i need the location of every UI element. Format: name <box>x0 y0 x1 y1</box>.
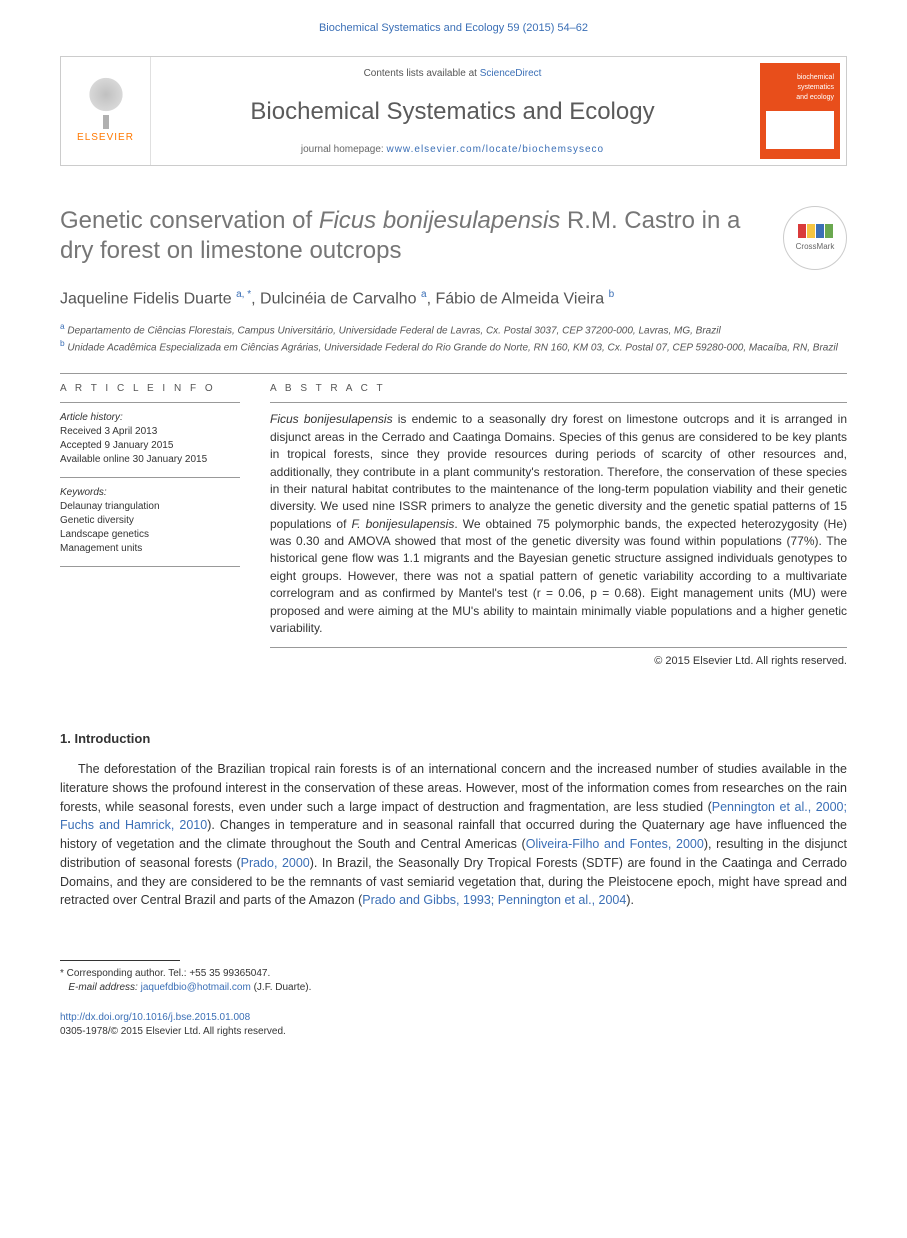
keyword-2: Genetic diversity <box>60 514 240 528</box>
issn-line: 0305-1978/© 2015 Elsevier Ltd. All right… <box>60 1025 847 1039</box>
email-line: E-mail address: jaquefdbio@hotmail.com (… <box>60 981 847 995</box>
aff-b-text: Unidade Acadêmica Especializada em Ciênc… <box>65 342 838 353</box>
homepage-line: journal homepage: www.elsevier.com/locat… <box>161 143 744 157</box>
history-block: Article history: Received 3 April 2013 A… <box>60 411 240 478</box>
title-row: Genetic conservation of Ficus bonijesula… <box>60 206 847 270</box>
author-1[interactable]: Jaqueline Fidelis Duarte <box>60 290 232 307</box>
affiliation-a: a Departamento de Ciências Florestais, C… <box>60 321 847 338</box>
email-label: E-mail address: <box>68 982 137 993</box>
journal-banner: ELSEVIER Contents lists available at Sci… <box>60 56 847 166</box>
elsevier-tree-icon <box>81 77 131 127</box>
keywords-head: Keywords: <box>60 486 240 500</box>
journal-cover-thumbnail: biochemical systematics and ecology <box>760 63 840 159</box>
received-date: Received 3 April 2013 <box>60 425 240 439</box>
author-3-aff: b <box>609 289 615 300</box>
ref-2[interactable]: Oliveira-Filho and Fontes, 2000 <box>526 837 704 851</box>
online-date: Available online 30 January 2015 <box>60 453 240 467</box>
sciencedirect-link[interactable]: ScienceDirect <box>480 68 542 79</box>
abstract-species-1: Ficus bonijesulapensis <box>270 412 393 426</box>
email-suffix: (J.F. Duarte). <box>251 982 312 993</box>
email-link[interactable]: jaquefdbio@hotmail.com <box>141 982 251 993</box>
doi-link[interactable]: http://dx.doi.org/10.1016/j.bse.2015.01.… <box>60 1012 250 1023</box>
page-header: Biochemical Systematics and Ecology 59 (… <box>0 0 907 44</box>
aff-a-text: Departamento de Ciências Florestais, Cam… <box>65 325 721 336</box>
crossmark-badge[interactable]: CrossMark <box>783 206 847 270</box>
intro-paragraph: The deforestation of the Brazilian tropi… <box>60 760 847 910</box>
article-body: Genetic conservation of Ficus bonijesula… <box>0 166 907 1059</box>
author-2[interactable]: Dulcinéia de Carvalho <box>260 290 417 307</box>
info-abstract-row: A R T I C L E I N F O Article history: R… <box>60 374 847 669</box>
cover-text-1: biochemical <box>766 73 834 83</box>
homepage-prefix: journal homepage: <box>301 144 387 155</box>
affiliation-b: b Unidade Acadêmica Especializada em Ciê… <box>60 338 847 355</box>
footer-block: * Corresponding author. Tel.: +55 35 993… <box>60 960 847 1039</box>
p1e: ). <box>626 893 634 907</box>
corresponding-author: * Corresponding author. Tel.: +55 35 993… <box>60 967 847 981</box>
author-2-aff: a <box>421 289 427 300</box>
article-title: Genetic conservation of Ficus bonijesula… <box>60 206 763 266</box>
author-1-aff: a, * <box>236 289 251 300</box>
keyword-4: Management units <box>60 542 240 556</box>
cover-text-3: and ecology <box>766 93 834 103</box>
keywords-block: Keywords: Delaunay triangulation Genetic… <box>60 486 240 567</box>
abstract-text: Ficus bonijesulapensis is endemic to a s… <box>270 411 847 648</box>
abstract-t1: is endemic to a seasonally dry forest on… <box>270 412 847 530</box>
article-info-heading: A R T I C L E I N F O <box>60 374 240 403</box>
article-info-column: A R T I C L E I N F O Article history: R… <box>60 374 240 669</box>
keyword-1: Delaunay triangulation <box>60 500 240 514</box>
affiliations: a Departamento de Ciências Florestais, C… <box>60 321 847 356</box>
citation-line: Biochemical Systematics and Ecology 59 (… <box>319 22 588 34</box>
title-species: Ficus bonijesulapensis <box>319 207 560 234</box>
history-head: Article history: <box>60 411 240 425</box>
accepted-date: Accepted 9 January 2015 <box>60 439 240 453</box>
banner-center: Contents lists available at ScienceDirec… <box>151 57 754 165</box>
abstract-heading: A B S T R A C T <box>270 374 847 403</box>
contents-prefix: Contents lists available at <box>364 68 480 79</box>
elsevier-logo[interactable]: ELSEVIER <box>61 57 151 165</box>
copyright-line: © 2015 Elsevier Ltd. All rights reserved… <box>270 654 847 669</box>
footer-rule <box>60 960 180 961</box>
cover-inner-icon <box>766 111 834 149</box>
ref-4[interactable]: Prado and Gibbs, 1993; Pennington et al.… <box>362 893 626 907</box>
keyword-3: Landscape genetics <box>60 528 240 542</box>
authors-line: Jaqueline Fidelis Duarte a, *, Dulcinéia… <box>60 288 847 311</box>
abstract-species-2: F. bonijesulapensis <box>351 517 454 531</box>
crossmark-label: CrossMark <box>796 241 835 252</box>
homepage-url[interactable]: www.elsevier.com/locate/biochemsyseco <box>386 144 604 155</box>
section-1-heading: 1. Introduction <box>60 730 847 748</box>
elsevier-label: ELSEVIER <box>77 131 134 145</box>
cover-text-2: systematics <box>766 83 834 93</box>
contents-line: Contents lists available at ScienceDirec… <box>161 67 744 81</box>
title-pre: Genetic conservation of <box>60 207 319 234</box>
abstract-column: A B S T R A C T Ficus bonijesulapensis i… <box>270 374 847 669</box>
doi-line: http://dx.doi.org/10.1016/j.bse.2015.01.… <box>60 1011 847 1025</box>
ref-3[interactable]: Prado, 2000 <box>241 856 310 870</box>
journal-name: Biochemical Systematics and Ecology <box>161 95 744 129</box>
author-3[interactable]: Fábio de Almeida Vieira <box>435 290 604 307</box>
abstract-t2: . We obtained 75 polymorphic bands, the … <box>270 517 847 635</box>
crossmark-icon <box>798 224 833 238</box>
